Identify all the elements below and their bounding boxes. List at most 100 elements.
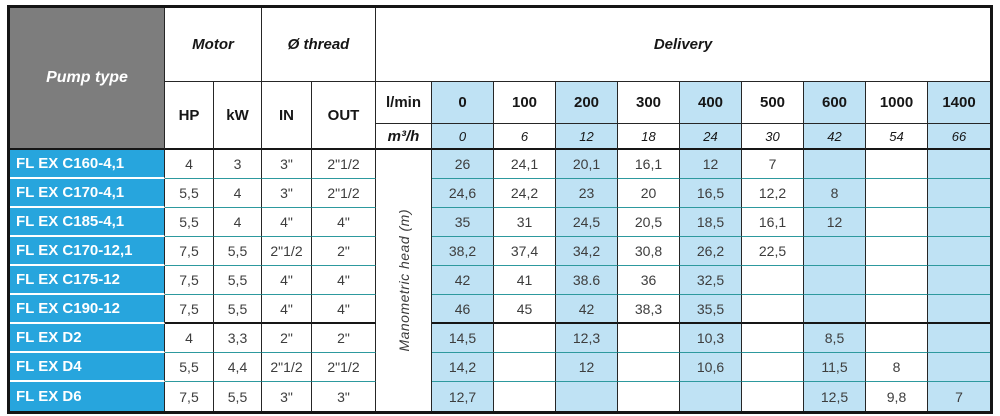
head-cell — [928, 237, 990, 266]
head-cell — [742, 353, 804, 382]
head-cell — [866, 179, 928, 208]
lmin-value: 0 — [432, 82, 494, 124]
head-cell: 38.6 — [556, 266, 618, 295]
lmin-value: 1400 — [928, 82, 990, 124]
pump-name: FL EX C170-4,1 — [10, 179, 165, 208]
head-cell: 23 — [556, 179, 618, 208]
out-column-header: OUT — [312, 82, 376, 150]
m3h-value: 66 — [928, 124, 990, 150]
head-cell: 9,8 — [866, 382, 928, 411]
in-cell: 4" — [262, 266, 312, 295]
kw-cell: 5,5 — [214, 295, 262, 324]
head-cell: 12,7 — [432, 382, 494, 411]
head-cell: 38,2 — [432, 237, 494, 266]
hp-cell: 5,5 — [165, 208, 214, 237]
head-cell — [804, 150, 866, 179]
out-cell: 2" — [312, 237, 376, 266]
lmin-value: 100 — [494, 82, 556, 124]
pump-name: FL EX D4 — [10, 353, 165, 382]
kw-cell: 3 — [214, 150, 262, 179]
head-cell — [928, 179, 990, 208]
head-cell — [742, 324, 804, 353]
out-cell: 4" — [312, 295, 376, 324]
head-cell — [742, 295, 804, 324]
hp-cell: 5,5 — [165, 353, 214, 382]
head-cell: 16,1 — [742, 208, 804, 237]
head-cell: 12,3 — [556, 324, 618, 353]
kw-cell: 5,5 — [214, 266, 262, 295]
m3h-value: 42 — [804, 124, 866, 150]
head-cell: 12,5 — [804, 382, 866, 411]
head-cell: 8 — [804, 179, 866, 208]
pump-name: FL EX D2 — [10, 324, 165, 353]
pump-name: FL EX C190-12 — [10, 295, 165, 324]
in-cell: 2" — [262, 324, 312, 353]
head-cell: 10,6 — [680, 353, 742, 382]
head-cell: 7 — [742, 150, 804, 179]
head-cell — [618, 324, 680, 353]
delivery-header: Delivery — [376, 8, 990, 82]
head-cell: 24,2 — [494, 179, 556, 208]
m3h-row-label: m³/h — [376, 124, 432, 150]
lmin-value: 600 — [804, 82, 866, 124]
hp-cell: 7,5 — [165, 382, 214, 411]
kw-cell: 4 — [214, 208, 262, 237]
out-cell: 3" — [312, 382, 376, 411]
head-cell — [928, 208, 990, 237]
pump-name: FL EX C160-4,1 — [10, 150, 165, 179]
head-cell — [804, 295, 866, 324]
in-cell: 2"1/2 — [262, 353, 312, 382]
pump-spec-table: Pump type Motor Ø thread Delivery HP kW … — [7, 5, 993, 414]
kw-cell: 5,5 — [214, 237, 262, 266]
pump-name: FL EX C170-12,1 — [10, 237, 165, 266]
head-cell: 26,2 — [680, 237, 742, 266]
hp-cell: 4 — [165, 150, 214, 179]
head-cell — [742, 382, 804, 411]
out-cell: 2" — [312, 324, 376, 353]
in-cell: 3" — [262, 179, 312, 208]
hp-cell: 7,5 — [165, 295, 214, 324]
m3h-value: 6 — [494, 124, 556, 150]
manometric-head-label: Manometric head (m) — [395, 209, 412, 352]
hp-cell: 5,5 — [165, 179, 214, 208]
head-cell — [680, 382, 742, 411]
head-cell: 42 — [556, 295, 618, 324]
head-cell: 35 — [432, 208, 494, 237]
head-cell: 12 — [556, 353, 618, 382]
head-cell — [928, 353, 990, 382]
head-cell: 10,3 — [680, 324, 742, 353]
head-cell: 12 — [804, 208, 866, 237]
kw-column-header: kW — [214, 82, 262, 150]
head-cell: 7 — [928, 382, 990, 411]
head-cell: 16,1 — [618, 150, 680, 179]
head-cell: 38,3 — [618, 295, 680, 324]
head-cell: 20 — [618, 179, 680, 208]
lmin-value: 500 — [742, 82, 804, 124]
m3h-value: 24 — [680, 124, 742, 150]
hp-column-header: HP — [165, 82, 214, 150]
head-cell — [928, 324, 990, 353]
m3h-value: 18 — [618, 124, 680, 150]
in-cell: 3" — [262, 382, 312, 411]
head-cell: 41 — [494, 266, 556, 295]
head-cell: 20,5 — [618, 208, 680, 237]
in-cell: 3" — [262, 150, 312, 179]
lmin-value: 200 — [556, 82, 618, 124]
lmin-value: 300 — [618, 82, 680, 124]
head-cell — [804, 266, 866, 295]
head-cell — [742, 266, 804, 295]
hp-cell: 7,5 — [165, 266, 214, 295]
pump-name: FL EX C175-12 — [10, 266, 165, 295]
head-cell: 16,5 — [680, 179, 742, 208]
m3h-value: 30 — [742, 124, 804, 150]
head-cell: 8,5 — [804, 324, 866, 353]
head-cell: 14,5 — [432, 324, 494, 353]
head-cell: 11,5 — [804, 353, 866, 382]
head-cell — [928, 295, 990, 324]
head-cell — [494, 382, 556, 411]
head-cell — [866, 208, 928, 237]
head-cell: 24,5 — [556, 208, 618, 237]
head-cell: 12 — [680, 150, 742, 179]
head-cell: 35,5 — [680, 295, 742, 324]
head-cell — [556, 382, 618, 411]
